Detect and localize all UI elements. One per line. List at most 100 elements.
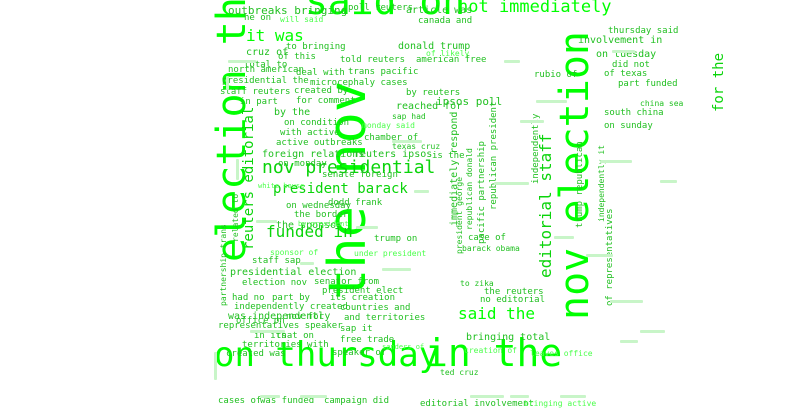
filler-word-mark <box>494 182 529 185</box>
cloud-word: staff sap <box>252 256 301 266</box>
cloud-word: editorial involvement <box>420 399 534 409</box>
cloud-word: was independently <box>228 311 331 322</box>
cloud-word: he on <box>244 13 272 23</box>
cloud-word: to zika <box>460 279 494 288</box>
cloud-word: the border <box>294 210 349 220</box>
cloud-word: involvement in <box>578 35 663 46</box>
cloud-word: republican donald <box>465 148 474 230</box>
cloud-word: deal with <box>296 68 345 78</box>
cloud-word: by president <box>298 220 349 228</box>
cloud-word: created was <box>226 349 286 359</box>
cloud-word: on monday <box>278 159 327 169</box>
cloud-word: barack obama <box>462 244 520 253</box>
filler-word-mark <box>640 330 665 333</box>
cloud-word: active outbreaks <box>276 138 363 148</box>
filler-word-mark <box>382 268 411 271</box>
cloud-word: south china <box>604 108 664 118</box>
cloud-word: not immediately <box>458 0 612 17</box>
cloud-word: republican president <box>489 101 499 210</box>
cloud-word: in the <box>425 331 563 375</box>
cloud-word: monday said <box>362 121 415 130</box>
cloud-word: thursday said <box>608 26 679 36</box>
cloud-word: on condition <box>284 118 350 128</box>
cloud-word: ted cruz <box>440 368 479 377</box>
cloud-word: dodd frank <box>328 198 383 208</box>
cloud-word: told reuters <box>340 55 406 65</box>
cloud-word: had no <box>232 293 265 303</box>
cloud-word: said on <box>305 0 466 23</box>
cloud-word: and territories <box>344 313 426 323</box>
cloud-word: it was <box>246 26 304 45</box>
cloud-word: that on <box>276 331 314 341</box>
filler-word-mark <box>226 76 229 90</box>
cloud-word: speaker of <box>332 348 387 358</box>
cloud-word: president george <box>455 176 464 254</box>
cloud-word: president elect <box>322 286 404 296</box>
filler-word-mark <box>520 120 544 123</box>
cloud-word: created by <box>294 86 349 96</box>
filler-word-mark <box>236 159 239 180</box>
filler-word-mark <box>214 352 217 380</box>
cloud-word: to bringing <box>286 42 346 52</box>
cloud-word: sap had <box>392 112 426 121</box>
cloud-word: reuters ipsos <box>354 149 433 160</box>
cloud-word: free trade <box>340 335 395 345</box>
cloud-word: election nov <box>242 278 308 288</box>
cloud-word: in part <box>240 97 278 107</box>
cloud-word: independently created <box>234 302 348 312</box>
filler-word-mark <box>414 190 429 193</box>
cloud-word: nov for <box>286 312 324 322</box>
cloud-word: territories with <box>242 340 329 350</box>
cloud-word: is the <box>432 151 465 161</box>
filler-word-mark <box>554 236 574 239</box>
cloud-word: white house <box>258 182 305 190</box>
filler-word-mark <box>610 300 643 303</box>
cloud-word: sanders of <box>382 343 425 351</box>
cloud-word: of this <box>278 52 316 62</box>
cloud-word: on wednesday <box>286 201 352 211</box>
filler-word-mark <box>250 330 285 333</box>
cloud-word: president barack <box>273 181 408 197</box>
cloud-word: did not <box>612 60 650 70</box>
cloud-word: part by <box>272 293 310 303</box>
cloud-word: presidential the <box>222 76 309 86</box>
cloud-word: related to <box>231 193 240 242</box>
cloud-word: staff reuters <box>220 87 291 97</box>
cloud-word: american free <box>416 55 487 65</box>
cloud-word: sap it <box>340 324 373 334</box>
cloud-word: partnership trans <box>219 224 228 306</box>
cloud-word: pacific partnership <box>477 141 487 244</box>
cloud-word: article was <box>406 5 473 16</box>
cloud-word: case of <box>468 233 506 243</box>
cloud-word: total to <box>244 60 288 70</box>
cloud-word: nov presidential <box>262 157 436 178</box>
cloud-word: under president <box>354 249 427 258</box>
cloud-word: for comment <box>296 96 356 106</box>
cloud-word: cruz of <box>246 47 289 58</box>
cloud-word: bringing active <box>524 399 597 408</box>
filler-word-mark <box>612 50 635 53</box>
cloud-word: for the <box>711 52 727 112</box>
cloud-word: senator from <box>314 277 380 287</box>
cloud-word: presidential election <box>230 267 357 278</box>
cloud-word: of likely <box>426 49 470 58</box>
cloud-word: on thursday <box>214 335 440 375</box>
cloud-word: trans pacific <box>348 67 419 77</box>
cloud-word: on sunday <box>604 121 653 131</box>
cloud-word: creation of <box>464 346 517 355</box>
filler-word-mark <box>470 395 504 398</box>
filler-word-mark <box>600 160 632 163</box>
filler-word-mark <box>228 60 256 63</box>
filler-word-mark <box>620 340 638 343</box>
cloud-word: its creation <box>330 293 396 303</box>
cloud-word: no editorial <box>480 295 546 305</box>
cloud-word: of representatives <box>605 208 615 306</box>
cloud-word: countries and <box>340 303 411 313</box>
cloud-word: with active <box>280 128 340 138</box>
cloud-word: was funded <box>260 396 315 406</box>
cloud-word: campaign did <box>324 396 390 406</box>
cloud-word: canada and <box>418 16 473 26</box>
cloud-word: said the <box>458 304 536 323</box>
filler-word-mark <box>536 100 567 103</box>
cloud-word: donald trump <box>398 41 471 52</box>
